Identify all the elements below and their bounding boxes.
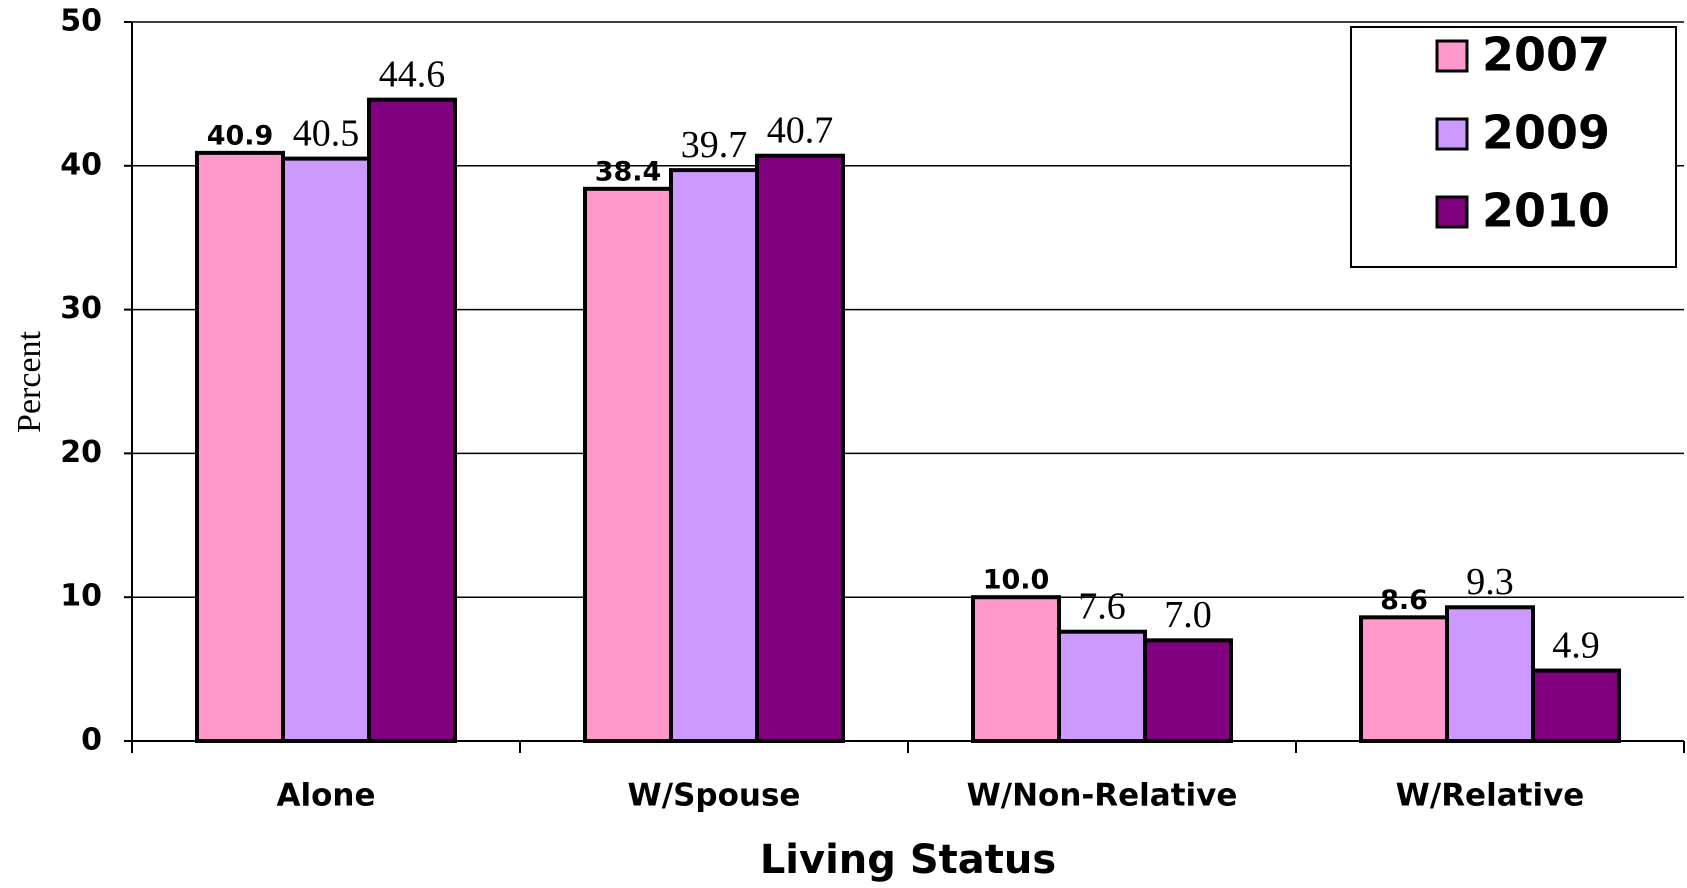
bar [367,97,457,744]
data-label: 40.7 [767,109,834,151]
legend-box [1350,26,1677,268]
data-label: 7.6 [1078,585,1126,627]
y-tick-label: 10 [60,579,102,614]
data-label: 40.9 [207,120,274,151]
y-axis-title: Percent [11,330,48,433]
bar [755,153,845,743]
x-tick-label: Alone [276,778,375,814]
y-tick-label: 0 [81,723,102,758]
legend-swatch [1435,39,1469,73]
data-label: 44.6 [379,53,446,95]
data-label: 8.6 [1380,585,1428,616]
x-axis-title: Living Status [760,837,1056,883]
x-tick-label: W/Non-Relative [967,778,1238,814]
bar [1531,668,1621,744]
legend-label: 2007 [1482,28,1610,82]
data-label: 10.0 [983,565,1050,596]
y-tick-label: 20 [60,435,102,470]
legend-label: 2009 [1482,106,1610,160]
bar [195,150,285,744]
data-label: 9.3 [1466,561,1514,603]
legend-swatch [1435,117,1469,151]
y-tick-label: 50 [60,4,102,39]
bar [669,168,759,743]
y-tick-label: 30 [60,291,102,326]
data-label: 4.9 [1552,624,1600,666]
bar [1057,629,1147,743]
data-label: 39.7 [681,124,748,166]
legend-label: 2010 [1482,184,1610,238]
bar [1359,615,1449,743]
x-tick-label: W/Spouse [628,778,801,814]
bar [1143,638,1233,744]
y-tick-label: 40 [60,147,102,182]
bar [971,595,1061,744]
data-label: 38.4 [595,156,662,187]
bar [583,186,673,744]
legend-swatch [1435,195,1469,229]
x-tick-label: W/Relative [1396,778,1585,814]
bar [281,156,371,744]
data-label: 7.0 [1164,594,1212,636]
data-label: 40.5 [293,112,360,154]
bar [1445,605,1535,743]
